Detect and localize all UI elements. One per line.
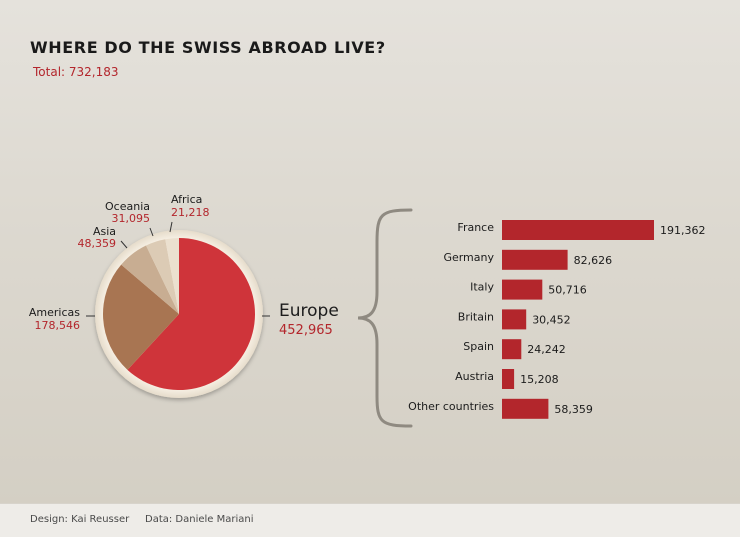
brace-connector — [357, 208, 413, 428]
bar-germany — [502, 249, 568, 270]
pie-label-oceania: Oceania — [105, 200, 150, 213]
bar-chart: France 191,362 Germany 82,626 Italy 50,716 Bri… — [408, 220, 706, 419]
bar-category-germany: Germany — [443, 251, 494, 264]
bar-italy — [502, 279, 543, 300]
bar-france — [502, 220, 654, 240]
footer-data-credit: Data: Daniele Mariani — [145, 514, 254, 525]
pie-slice-americas — [103, 264, 179, 370]
chart-title: WHERE DO THE SWISS ABROAD LIVE? — [30, 38, 386, 57]
bar-category-britain: Britain — [458, 310, 494, 323]
bar-britain — [502, 309, 527, 330]
bar-value-germany: 82,626 — [574, 254, 613, 267]
pie-label-americas: Americas — [29, 306, 80, 319]
bar-category-italy: Italy — [470, 281, 494, 294]
total-label: Total: 732,183 — [33, 65, 119, 79]
pie-value-asia: 48,359 — [78, 237, 117, 250]
pie-slice-africa — [165, 238, 179, 314]
bar-austria — [502, 369, 515, 389]
bar-value-austria: 15,208 — [520, 373, 559, 386]
pie-leader-oceania — [149, 227, 154, 237]
bar-other-countries — [502, 398, 549, 419]
bar-value-britain: 30,452 — [532, 313, 571, 326]
pie-slice-asia — [121, 245, 179, 314]
pie-slice-europe — [127, 238, 256, 390]
pie-chart — [95, 230, 263, 398]
pie-value-americas: 178,546 — [35, 319, 81, 332]
pie-value-europe: 452,965 — [279, 323, 333, 338]
pie-label-asia: Asia — [93, 225, 116, 238]
pie-label-africa: Africa — [171, 193, 202, 206]
pie-leader-asia — [120, 240, 128, 249]
bar-spain — [502, 339, 522, 360]
bar-value-other-countries: 58,359 — [554, 403, 593, 416]
pie-value-oceania: 31,095 — [112, 212, 151, 225]
bar-category-france: France — [457, 221, 494, 234]
footer: Design: Kai Reusser Data: Daniele Marian… — [0, 503, 740, 537]
pie-label-europe: Europe — [279, 301, 339, 321]
bar-category-spain: Spain — [463, 340, 494, 353]
pie-value-africa: 21,218 — [171, 206, 210, 219]
footer-design-credit: Design: Kai Reusser — [30, 514, 130, 525]
bar-value-france: 191,362 — [660, 224, 706, 237]
bar-category-other-countries: Other countries — [408, 400, 494, 413]
bar-value-italy: 50,716 — [548, 284, 587, 297]
pie-slice-oceania — [146, 239, 179, 314]
pie-leader-africa — [169, 221, 173, 233]
bar-category-austria: Austria — [455, 370, 494, 383]
bar-value-spain: 24,242 — [527, 343, 566, 356]
